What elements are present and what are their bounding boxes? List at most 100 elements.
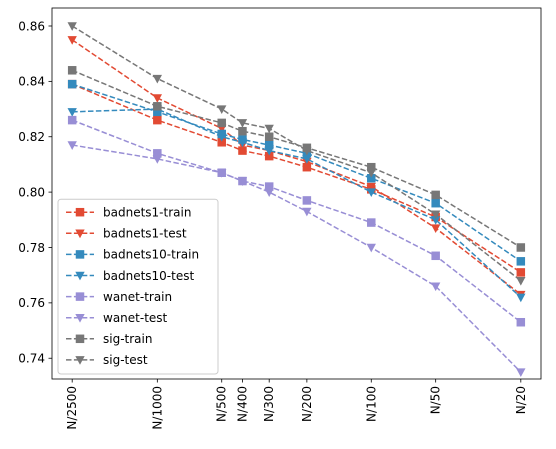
data-point bbox=[430, 210, 441, 220]
x-axis: N/2500 N/1000 N/500 N/400 N/300 N/200 N/100 N/5… bbox=[65, 379, 528, 430]
data-point bbox=[302, 196, 312, 205]
data-point bbox=[67, 22, 77, 31]
legend-label: sig-test bbox=[103, 353, 148, 367]
data-point bbox=[366, 182, 376, 192]
x-tick-label: N/300 bbox=[262, 386, 276, 422]
series-wanet-test bbox=[67, 141, 526, 377]
y-tick-label: 0.76 bbox=[18, 296, 45, 310]
data-point bbox=[75, 207, 85, 217]
data-point bbox=[237, 119, 248, 128]
data-point bbox=[237, 177, 248, 186]
y-tick-label: 0.78 bbox=[18, 241, 45, 255]
legend-item: sig-test bbox=[66, 353, 148, 367]
data-point bbox=[67, 115, 77, 125]
data-point bbox=[75, 292, 85, 301]
x-tick-label: N/200 bbox=[300, 386, 314, 422]
legend-item: wanet-test bbox=[66, 311, 168, 325]
data-point bbox=[67, 79, 77, 89]
series-layer bbox=[67, 22, 526, 377]
legend-label: sig-train bbox=[103, 332, 152, 346]
data-point bbox=[75, 250, 85, 259]
data-point bbox=[152, 74, 163, 84]
x-tick-label: N/2500 bbox=[65, 386, 79, 430]
data-point bbox=[302, 207, 312, 217]
data-point bbox=[75, 313, 85, 323]
legend-label: wanet-test bbox=[103, 311, 168, 325]
data-point bbox=[264, 188, 274, 198]
data-point bbox=[430, 282, 441, 292]
data-point bbox=[237, 138, 248, 148]
data-point bbox=[366, 188, 376, 198]
data-point bbox=[516, 243, 526, 252]
data-point bbox=[264, 132, 274, 141]
data-point bbox=[264, 151, 274, 161]
data-point bbox=[516, 276, 526, 286]
data-point bbox=[75, 271, 85, 281]
data-point bbox=[367, 174, 376, 183]
legend-label: wanet-train bbox=[103, 290, 172, 304]
data-point bbox=[153, 115, 162, 125]
data-point bbox=[217, 138, 226, 147]
x-tick-label: N/100 bbox=[364, 386, 378, 422]
data-point bbox=[367, 218, 376, 227]
data-point bbox=[431, 190, 440, 200]
x-tick-label: N/1000 bbox=[150, 386, 164, 430]
data-point bbox=[430, 224, 441, 234]
y-tick-label: 0.84 bbox=[18, 75, 45, 89]
data-point bbox=[516, 368, 526, 377]
legend-label: badnets1-test bbox=[103, 227, 187, 241]
data-point bbox=[67, 141, 77, 150]
data-point bbox=[67, 108, 77, 117]
data-point bbox=[431, 198, 440, 208]
x-tick-label: N/50 bbox=[429, 386, 443, 414]
series-line bbox=[71, 39, 522, 296]
data-point bbox=[302, 146, 312, 156]
data-point bbox=[431, 251, 440, 261]
data-point bbox=[217, 118, 226, 128]
legend-label: badnets1-train bbox=[103, 206, 191, 220]
y-tick-label: 0.86 bbox=[18, 19, 45, 33]
legend-label: badnets10-train bbox=[103, 248, 199, 262]
data-point bbox=[264, 140, 274, 150]
data-point bbox=[153, 102, 162, 111]
data-point bbox=[67, 36, 77, 45]
data-point bbox=[75, 334, 85, 344]
data-point bbox=[264, 146, 274, 156]
legend: badnets1-train badnets1-test badnets10-tra… bbox=[57, 198, 219, 375]
data-point bbox=[264, 124, 274, 134]
data-point bbox=[75, 229, 85, 239]
data-point bbox=[264, 182, 274, 191]
legend-label: badnets10-test bbox=[103, 269, 194, 283]
data-point bbox=[153, 149, 162, 158]
data-point bbox=[238, 146, 247, 155]
data-point bbox=[516, 293, 526, 303]
data-point bbox=[217, 168, 227, 178]
data-point bbox=[516, 317, 526, 327]
legend-item: badnets10-train bbox=[66, 248, 199, 262]
data-point bbox=[366, 168, 376, 178]
x-tick-label: N/20 bbox=[514, 386, 528, 414]
data-point bbox=[516, 268, 526, 277]
data-point bbox=[75, 356, 85, 365]
data-point bbox=[217, 105, 227, 114]
y-tick-label: 0.82 bbox=[18, 130, 45, 144]
x-tick-label: N/400 bbox=[235, 386, 249, 422]
x-tick-label: N/500 bbox=[215, 386, 229, 422]
data-point bbox=[152, 94, 163, 103]
plot-frame bbox=[51, 7, 542, 380]
y-tick-label: 0.80 bbox=[18, 185, 45, 199]
data-point bbox=[302, 162, 312, 172]
legend-item: badnets10-test bbox=[66, 269, 194, 283]
data-point bbox=[67, 66, 77, 75]
legend-box bbox=[57, 198, 219, 375]
y-tick-label: 0.74 bbox=[18, 352, 45, 366]
data-point bbox=[238, 126, 247, 136]
legend-item: badnets1-train bbox=[66, 206, 191, 220]
series-sig-test bbox=[67, 22, 526, 286]
data-point bbox=[152, 155, 163, 164]
y-axis: 0.74 0.76 0.78 0.80 0.82 0.84 0.86 bbox=[18, 19, 52, 366]
data-point bbox=[302, 155, 312, 164]
series-badnets10-test bbox=[67, 105, 526, 303]
data-point bbox=[367, 162, 376, 172]
